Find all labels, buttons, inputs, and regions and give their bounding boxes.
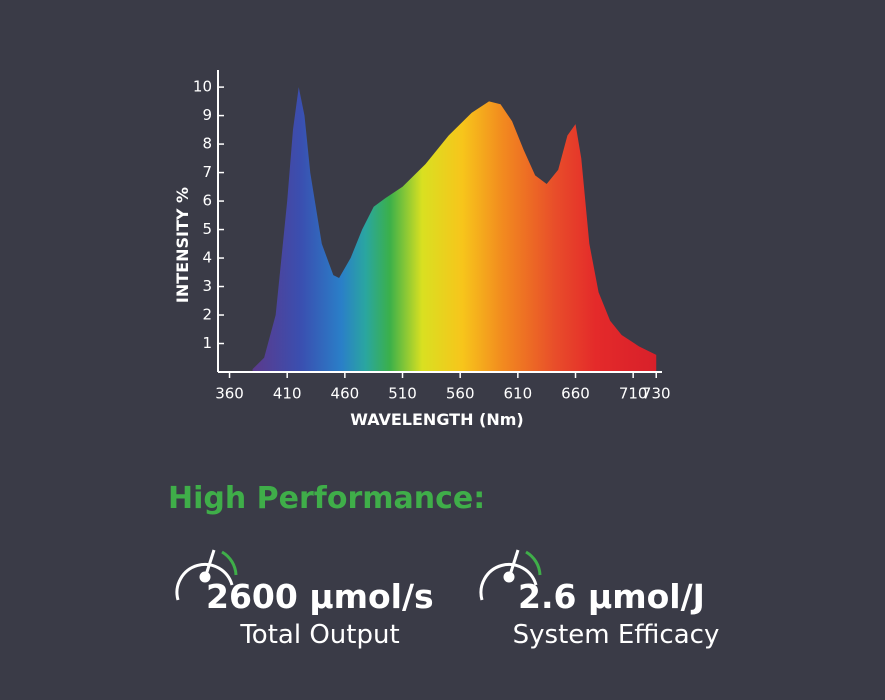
gauge-icon: [479, 549, 542, 601]
x-tick-label: 510: [388, 385, 417, 403]
y-tick-label: 1: [202, 334, 212, 352]
metric-value: 2.6 µmol/J: [518, 577, 705, 616]
y-axis-label: INTENSITY %: [173, 187, 192, 303]
x-tick-label: 610: [504, 385, 533, 403]
x-tick-label: 360: [215, 385, 244, 403]
metric-value: 2600 µmol/s: [206, 577, 434, 616]
y-tick-label: 2: [202, 306, 212, 324]
x-tick-label: 710: [619, 385, 648, 403]
y-tick-label: 7: [202, 163, 212, 181]
gauge-icon: [175, 549, 238, 601]
x-axis-label: WAVELENGTH (Nm): [350, 410, 523, 429]
y-tick-label: 9: [202, 106, 212, 124]
x-tick-label: 730: [642, 385, 671, 403]
y-tick-label: 10: [193, 78, 212, 96]
y-tick-label: 6: [202, 192, 212, 210]
metric-label: System Efficacy: [513, 620, 720, 650]
x-tick-label: 560: [446, 385, 475, 403]
y-tick-label: 8: [202, 135, 212, 153]
x-tick-label: 460: [331, 385, 360, 403]
x-tick-label: 660: [561, 385, 590, 403]
spectrum-area: [252, 87, 657, 373]
y-tick-label: 4: [202, 249, 212, 267]
x-tick-label: 410: [273, 385, 302, 403]
metric-label: Total Output: [239, 620, 399, 650]
y-tick-label: 5: [202, 220, 212, 238]
heading: High Performance:: [168, 481, 485, 516]
y-tick-label: 3: [202, 277, 212, 295]
